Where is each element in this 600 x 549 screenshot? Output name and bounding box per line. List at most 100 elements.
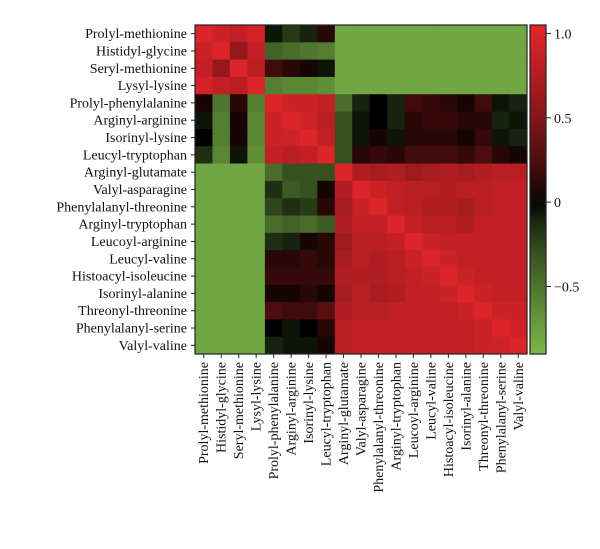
heatmap-cell (282, 336, 301, 355)
column-label: Histidyl-glycine (215, 362, 230, 453)
heatmap-cell (439, 232, 458, 251)
heatmap-cell (369, 111, 388, 130)
heatmap-cell (247, 232, 266, 251)
heatmap-cell (474, 76, 493, 95)
heatmap-cell (299, 267, 318, 286)
heatmap-cell (264, 319, 283, 338)
heatmap-cell (212, 128, 231, 147)
heatmap-cell (352, 198, 371, 216)
heatmap-cell (212, 94, 231, 112)
heatmap-cell (439, 111, 458, 130)
row-label: Histoacyl-isoleucine (72, 270, 187, 285)
heatmap-cell (387, 59, 406, 78)
heatmap-cell (509, 59, 528, 78)
heatmap-cell (387, 302, 406, 320)
heatmap-cell (369, 198, 388, 216)
row-label: Histidyl-glycine (96, 44, 187, 59)
heatmap-cell (282, 146, 301, 164)
heatmap-cell (369, 232, 388, 251)
heatmap-cell (439, 215, 458, 234)
heatmap-cell (457, 198, 475, 216)
column-label: Prolyl-phenylalanine (267, 362, 282, 479)
heatmap-cell (334, 198, 353, 216)
heatmap-cell (247, 25, 266, 43)
heatmap-cell (317, 267, 336, 286)
heatmap-cell (317, 232, 336, 251)
heatmap-cell (352, 302, 371, 320)
heatmap-cell (317, 25, 336, 43)
heatmap-cell (195, 94, 213, 112)
heatmap-cell (247, 250, 266, 268)
heatmap-cell (299, 111, 318, 130)
heatmap-cell (404, 111, 423, 130)
heatmap-cell (229, 25, 248, 43)
heatmap-cell (457, 284, 475, 303)
heatmap-cell (195, 336, 213, 355)
heatmap-cell (212, 25, 231, 43)
heatmap-cell (195, 232, 213, 251)
heatmap-cell (264, 146, 283, 164)
heatmap-cell (282, 198, 301, 216)
heatmap-cell (369, 267, 388, 286)
heatmap-cell (229, 163, 248, 182)
heatmap-cell (299, 336, 318, 355)
heatmap-cell (439, 267, 458, 286)
heatmap-cell (369, 146, 388, 164)
heatmap-cell (212, 284, 231, 303)
heatmap-cell (369, 59, 388, 78)
heatmap-cell (509, 180, 528, 199)
heatmap-cell (212, 232, 231, 251)
heatmap-cell (369, 302, 388, 320)
row-label: Valyl-valine (119, 339, 187, 354)
heatmap-cell (422, 336, 441, 355)
heatmap-cell (439, 76, 458, 95)
heatmap-cell (404, 198, 423, 216)
heatmap-cell (229, 267, 248, 286)
heatmap-cell (334, 59, 353, 78)
heatmap-cell (492, 250, 510, 268)
heatmap-cell (247, 198, 266, 216)
heatmap-cell (317, 336, 336, 355)
heatmap-cell (369, 163, 388, 182)
heatmap-cell (422, 284, 441, 303)
heatmap-cell (282, 302, 301, 320)
column-label: Arginyl-tryptophan (389, 362, 404, 471)
heatmap-cell (474, 128, 493, 147)
heatmap-cell (352, 319, 371, 338)
heatmap-cell (422, 163, 441, 182)
heatmap-cell (404, 302, 423, 320)
heatmap-cell (229, 250, 248, 268)
heatmap-cell (492, 59, 510, 78)
heatmap-cell (457, 128, 475, 147)
row-label: Isorinyl-alanine (98, 287, 187, 302)
heatmap-cell (439, 250, 458, 268)
heatmap-cell (212, 336, 231, 355)
heatmap-cell (369, 336, 388, 355)
heatmap-cell (229, 198, 248, 216)
heatmap-cell (509, 128, 528, 147)
heatmap-cell (247, 215, 266, 234)
heatmap-cell (492, 302, 510, 320)
column-label: Valyl-asparagine (355, 362, 370, 456)
heatmap-cell (247, 267, 266, 286)
heatmap-cell (299, 94, 318, 112)
heatmap-cell (509, 215, 528, 234)
colorbar-tick-label: 0.5 (554, 112, 572, 127)
heatmap-cell (212, 267, 231, 286)
heatmap-cell (195, 198, 213, 216)
heatmap-cell (422, 25, 441, 43)
heatmap-cell (474, 336, 493, 355)
heatmap-cell (457, 302, 475, 320)
heatmap-cell (247, 146, 266, 164)
heatmap-cell (404, 336, 423, 355)
heatmap-cell (422, 76, 441, 95)
heatmap-cell (317, 180, 336, 199)
heatmap-cell (509, 163, 528, 182)
heatmap-cell (334, 163, 353, 182)
heatmap-cell (387, 267, 406, 286)
heatmap-cell (264, 163, 283, 182)
heatmap-cell (334, 128, 353, 147)
heatmap-cell (457, 42, 475, 61)
heatmap-cell (299, 76, 318, 95)
row-label: Leucyl-valine (109, 252, 187, 267)
